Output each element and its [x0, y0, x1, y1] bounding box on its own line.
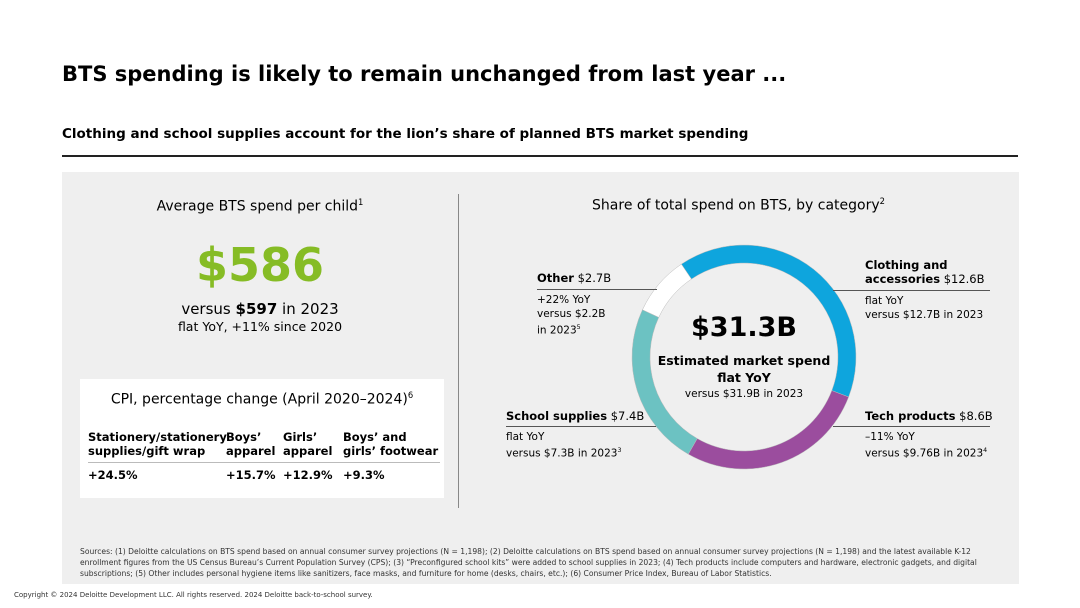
donut-slice-other [642, 263, 692, 318]
leader-line [833, 290, 990, 291]
cpi-table: CPI, percentage change (April 2020–2024)… [80, 379, 444, 498]
leader-line [506, 426, 656, 427]
label-clothing: Clothing and accessories $12.6B [865, 258, 985, 286]
avg-spend-change: flat YoY, +11% since 2020 [177, 319, 343, 334]
page-subtitle: Clothing and school supplies account for… [62, 126, 749, 142]
title-rule [62, 155, 1018, 157]
note-tech: –11% YoY versus $9.76B in 20234 [865, 431, 988, 460]
panel-divider [458, 194, 459, 508]
copyright: Copyright © 2024 Deloitte Development LL… [14, 591, 373, 599]
page-title: BTS spending is likely to remain unchang… [62, 62, 787, 86]
avg-spend-label: Average BTS spend per child1 [156, 197, 364, 215]
cpi-title: CPI, percentage change (April 2020–2024)… [110, 390, 414, 408]
cpi-header: Stationery/stationery supplies/gift wrap [88, 430, 227, 458]
note-clothing: flat YoY versus $12.7B in 2023 [865, 295, 984, 321]
cpi-header: Boys’ apparel [226, 430, 276, 458]
center-line2: flat YoY [717, 370, 771, 385]
label-tech: Tech products $8.6B [865, 409, 993, 423]
cpi-header: Girls’ apparel [283, 430, 333, 458]
leader-line [833, 426, 990, 427]
center-line1: Estimated market spend [657, 353, 831, 368]
chart-title: Share of total spend on BTS, by category… [592, 196, 885, 214]
cpi-value: +24.5% [88, 468, 138, 482]
cpi-value: +9.3% [343, 468, 385, 482]
cpi-value: +15.7% [226, 468, 276, 482]
note-other: +22% YoY versus $2.2B in 20235 [537, 294, 606, 337]
label-other: Other $2.7B [537, 271, 612, 285]
total-value: $31.3B [691, 312, 797, 343]
sources-note: Sources: (1) Deloitte calculations on BT… [80, 547, 977, 578]
content-panel [62, 172, 1019, 584]
donut-slice-tech [687, 390, 849, 470]
avg-spend-value: $586 [195, 238, 325, 292]
cpi-value: +12.9% [283, 468, 333, 482]
cpi-rule [88, 462, 440, 463]
note-school: flat YoY versus $7.3B in 20233 [506, 431, 622, 460]
avg-spend-versus: versus $597 in 2023 [181, 300, 339, 318]
label-school: School supplies $7.4B [506, 409, 645, 423]
center-line3: versus $31.9B in 2023 [684, 388, 804, 400]
leader-line [537, 289, 657, 290]
cpi-header: Boys’ and girls’ footwear [343, 430, 439, 458]
